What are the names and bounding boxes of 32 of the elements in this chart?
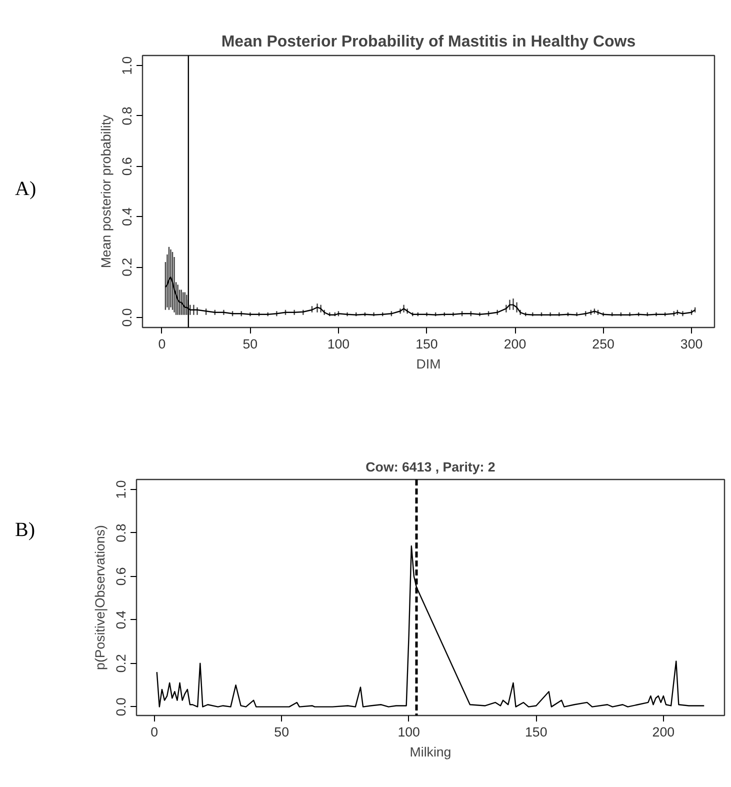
- text: A): [15, 177, 36, 202]
- chart-title: Mean Posterior Probability of Mastitis in Healthy Cows: [221, 34, 636, 50]
- y-tick-label: 0.0: [114, 698, 128, 716]
- chart-title: Cow: 6413 , Parity: 2: [366, 460, 496, 474]
- y-tick-label: 1.0: [114, 480, 128, 499]
- y-tick-label: 0.8: [120, 106, 134, 126]
- x-tick-label: 300: [680, 336, 703, 352]
- y-axis-title: Mean posterior probability: [98, 114, 114, 268]
- x-axis-title: Milking: [410, 744, 452, 760]
- y-tick-label: 0.6: [114, 567, 128, 586]
- y-tick-label: 0.8: [114, 524, 128, 542]
- y-axis-title: p(Positive|Observations): [92, 525, 108, 670]
- y-tick-label: 0.2: [120, 258, 134, 276]
- x-tick-label: 100: [398, 724, 420, 740]
- y-tick-label: 1.0: [120, 56, 134, 75]
- y-tick-label: 0.4: [120, 206, 134, 226]
- x-tick-label: 250: [592, 336, 614, 352]
- x-axis-title: DIM: [416, 356, 441, 372]
- x-tick-label: 150: [416, 336, 438, 352]
- x-tick-label: 100: [327, 336, 350, 352]
- text: B): [15, 518, 35, 543]
- x-tick-label: 0: [150, 724, 158, 740]
- x-tick-label: 200: [652, 724, 675, 740]
- x-tick-label: 50: [274, 724, 290, 740]
- x-tick-label: 0: [158, 336, 166, 352]
- x-tick-label: 50: [242, 336, 258, 352]
- y-tick-label: 0.2: [114, 654, 128, 673]
- y-tick-label: 0.4: [114, 610, 128, 630]
- x-tick-label: 200: [504, 336, 526, 352]
- x-tick-label: 150: [525, 724, 548, 740]
- y-tick-label: 0.6: [120, 157, 134, 176]
- y-tick-label: 0.0: [120, 308, 134, 327]
